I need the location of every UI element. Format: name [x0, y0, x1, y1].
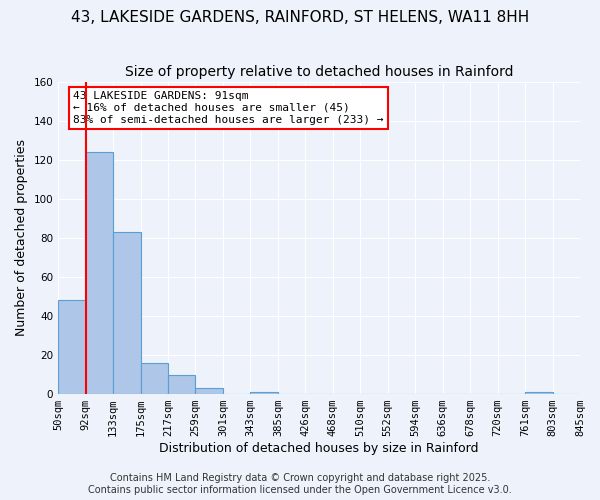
Bar	[140, 363, 168, 394]
Text: Contains HM Land Registry data © Crown copyright and database right 2025.
Contai: Contains HM Land Registry data © Crown c…	[88, 474, 512, 495]
Bar	[168, 374, 196, 394]
Bar	[250, 392, 278, 394]
Title: Size of property relative to detached houses in Rainford: Size of property relative to detached ho…	[125, 65, 514, 79]
Bar	[525, 392, 553, 394]
Bar	[196, 388, 223, 394]
Bar	[58, 300, 86, 394]
Bar	[113, 232, 140, 394]
X-axis label: Distribution of detached houses by size in Rainford: Distribution of detached houses by size …	[160, 442, 479, 455]
Text: 43 LAKESIDE GARDENS: 91sqm
← 16% of detached houses are smaller (45)
83% of semi: 43 LAKESIDE GARDENS: 91sqm ← 16% of deta…	[73, 92, 384, 124]
Bar	[86, 152, 113, 394]
Y-axis label: Number of detached properties: Number of detached properties	[15, 140, 28, 336]
Text: 43, LAKESIDE GARDENS, RAINFORD, ST HELENS, WA11 8HH: 43, LAKESIDE GARDENS, RAINFORD, ST HELEN…	[71, 10, 529, 25]
